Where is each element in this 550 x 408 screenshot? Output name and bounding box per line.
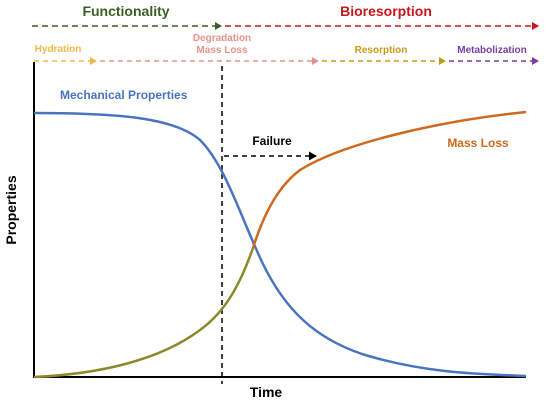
x-axis-label: Time [250,384,283,400]
stage-label-resorption: Resorption [355,45,408,56]
y-axis-label: Properties [3,175,19,244]
mass-loss-label: Mass Loss [447,136,509,150]
stage-label-mass-loss: Mass Loss [196,45,248,56]
mechanical-properties-curve [33,111,527,378]
phase-label-functionality: Functionality [82,3,169,19]
mechanical-properties-label: Mechanical Properties [60,88,188,102]
stage-label-metabolization: Metabolization [457,45,526,56]
failure-label: Failure [252,134,292,148]
stage-label-degradation: Degradation [193,33,251,44]
stage-label-hydration: Hydration [35,44,82,55]
phase-label-bioresorption: Bioresorption [340,3,432,19]
mass-loss-curve-early [33,247,255,379]
mass-loss-curve [251,110,527,249]
